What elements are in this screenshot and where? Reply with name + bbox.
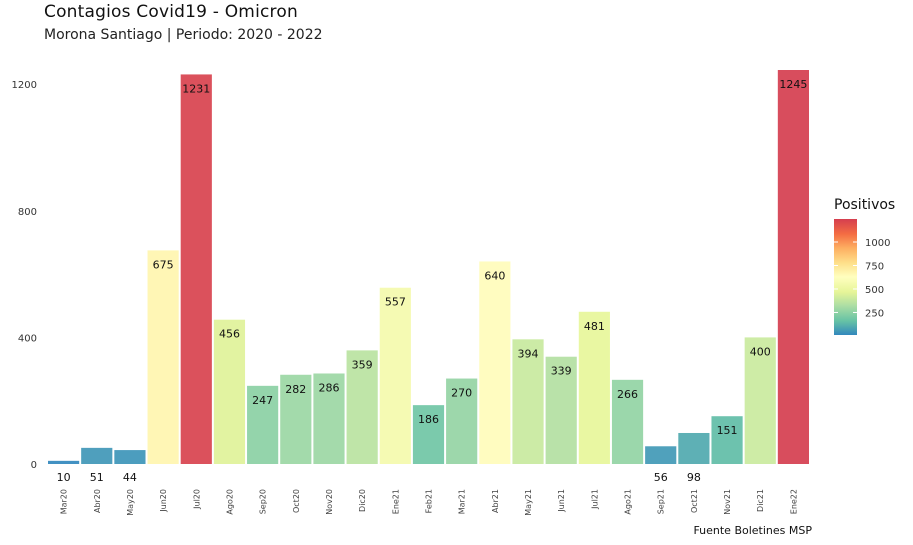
chart-title: Contagios Covid19 - Omicron	[44, 2, 298, 22]
bar-value-label: 282	[285, 383, 306, 396]
bar-value-label: 640	[484, 269, 505, 282]
bar-May21	[512, 339, 544, 464]
x-tick-label: May20	[126, 489, 135, 516]
x-tick-label: Nov20	[325, 489, 334, 515]
bar-value-label: 10	[57, 471, 71, 484]
x-tick-label: Oct21	[690, 489, 699, 513]
x-tick-label: Abr21	[491, 489, 500, 513]
legend-tick-label: 1000	[865, 238, 890, 249]
bar-value-label: 98	[687, 471, 701, 484]
x-tick-label: Ene22	[789, 489, 798, 514]
x-tick-label: Jun21	[557, 489, 566, 513]
bar-value-label: 1231	[182, 82, 210, 95]
bar-value-label: 44	[123, 471, 137, 484]
x-tick-label: Feb21	[425, 489, 434, 513]
x-tick-label: Dic21	[756, 489, 765, 512]
y-tick-label: 800	[18, 207, 37, 218]
bar-Sep20	[247, 385, 279, 464]
bar-Sep21	[645, 446, 677, 464]
bar-Mar21	[446, 378, 478, 464]
x-tick-label: Nov21	[723, 489, 732, 515]
legend-colorbar	[834, 219, 857, 335]
bar-value-label: 456	[219, 328, 240, 341]
bar-Abr20	[81, 447, 113, 464]
bar-Nov21	[711, 416, 743, 464]
chart-subtitle: Morona Santiago | Periodo: 2020 - 2022	[44, 27, 323, 43]
bar-Nov20	[313, 373, 345, 464]
x-tick-label: Oct20	[292, 489, 301, 513]
bar-value-label: 266	[617, 388, 638, 401]
bar-Dic20	[346, 350, 378, 464]
x-tick-label: Jul20	[192, 489, 201, 510]
y-tick-label: 1200	[12, 80, 37, 91]
x-tick-label: Dic20	[358, 489, 367, 512]
legend-tick-label: 250	[865, 308, 884, 319]
bar-Oct21	[678, 432, 710, 464]
x-tick-label: May21	[524, 489, 533, 516]
bar-Feb21	[412, 405, 445, 464]
bar-value-label: 56	[654, 471, 668, 484]
legend-tick-label: 500	[865, 285, 884, 296]
x-tick-label: Sep20	[259, 489, 268, 514]
bar-Ago20	[213, 319, 246, 464]
bar-Ago21	[611, 379, 644, 464]
bar-value-label: 1245	[779, 78, 807, 91]
bar-value-label: 270	[451, 387, 472, 400]
bar-value-label: 394	[518, 347, 539, 360]
x-tick-label: Abr20	[93, 489, 102, 513]
bar-value-label: 400	[750, 345, 771, 358]
bar-value-label: 675	[153, 258, 174, 271]
bar-value-label: 557	[385, 296, 406, 309]
bar-value-label: 339	[551, 365, 572, 378]
bar-value-label: 359	[352, 358, 373, 371]
x-tick-label: Mar20	[60, 489, 69, 514]
bar-Ene21	[379, 287, 411, 464]
bar-Jul20	[180, 74, 212, 465]
y-tick-label: 400	[18, 333, 37, 344]
bar-value-label: 151	[717, 424, 738, 437]
bar-Jul21	[578, 311, 610, 464]
bar-value-label: 186	[418, 413, 439, 426]
legend-title: Positivos	[834, 197, 896, 213]
bar-Abr21	[479, 261, 511, 464]
x-tick-label: Mar21	[458, 489, 467, 514]
y-tick-label: 0	[31, 460, 37, 471]
bar-Mar20	[48, 460, 80, 464]
bar-May20	[114, 450, 146, 464]
bar-Oct20	[280, 374, 312, 464]
bar-value-label: 247	[252, 394, 273, 407]
x-tick-label: Jul21	[590, 489, 599, 510]
x-tick-label: Sep21	[657, 489, 666, 514]
bar-value-label: 481	[584, 320, 605, 333]
bar-Ene22	[777, 70, 809, 464]
bar-value-label: 286	[318, 381, 339, 394]
bar-Dic21	[744, 337, 776, 464]
bar-Jun21	[545, 356, 577, 464]
chart-caption: Fuente Boletines MSP	[693, 524, 812, 537]
x-tick-label: Jun20	[159, 489, 168, 513]
x-tick-label: Ene21	[391, 489, 400, 514]
bar-Jun20	[147, 250, 179, 464]
legend-tick-label: 750	[865, 261, 884, 272]
bar-value-label: 51	[90, 471, 104, 484]
x-tick-label: Ago21	[624, 489, 633, 515]
x-tick-label: Ago20	[225, 489, 234, 515]
